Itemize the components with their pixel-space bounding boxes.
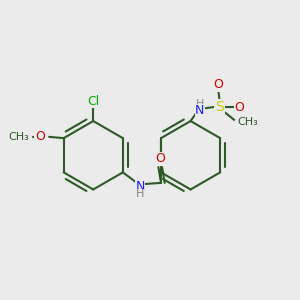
Text: O: O <box>155 152 165 165</box>
Text: O: O <box>213 78 223 91</box>
Text: CH₃: CH₃ <box>237 117 258 128</box>
Text: O: O <box>35 130 45 143</box>
Text: N: N <box>135 180 145 193</box>
Text: N: N <box>195 104 205 117</box>
Text: S: S <box>215 100 224 114</box>
Text: O: O <box>234 101 244 114</box>
Text: CH₃: CH₃ <box>9 132 29 142</box>
Text: H: H <box>136 189 144 199</box>
Text: H: H <box>196 99 204 109</box>
Text: Cl: Cl <box>87 95 99 108</box>
